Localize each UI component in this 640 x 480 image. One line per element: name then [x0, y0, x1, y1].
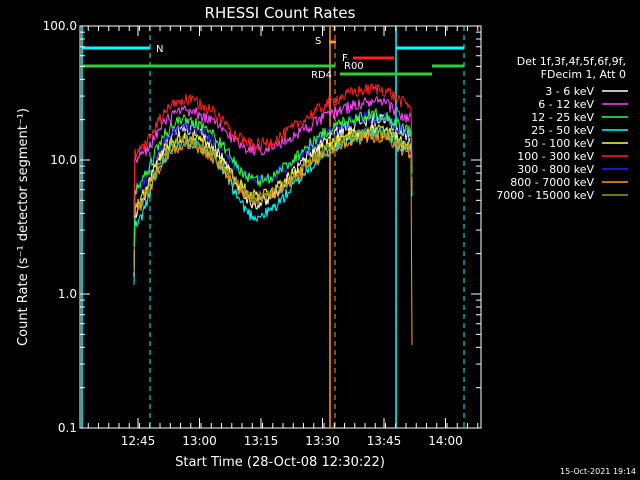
r00-label: R00	[344, 61, 364, 72]
series-line-3	[133, 107, 413, 247]
legend-entry-label: 50 - 100 keV	[524, 137, 594, 150]
legend-entry-label: 800 - 7000 keV	[510, 176, 594, 189]
series-line-1	[133, 113, 413, 277]
legend: Det 1f,3f,4f,5f,6f,9f,FDecim 1, Att 0 3 -…	[496, 55, 628, 202]
saa-label: S	[315, 36, 321, 47]
y-tick-label: 10.0	[50, 153, 77, 167]
y-tick-label: 100.0	[43, 19, 77, 33]
legend-entry-label: 3 - 6 keV	[545, 85, 594, 98]
y-tick-label: 1.0	[58, 287, 77, 301]
series-line-7	[133, 110, 413, 250]
legend-entry-label: 25 - 50 keV	[531, 124, 594, 137]
series-line-9	[133, 126, 413, 273]
legend-entry-label: 7000 - 15000 keV	[496, 189, 594, 202]
y-axis-label: Count Rate (s⁻¹ detector segment⁻¹)	[16, 108, 31, 346]
chart-title: RHESSI Count Rates	[205, 4, 356, 22]
series-line-2	[133, 95, 413, 219]
x-axis-label: Start Time (28-Oct-08 12:30:22)	[175, 455, 385, 470]
x-tick-label: 13:15	[244, 434, 279, 448]
legend-header-line: FDecim 1, Att 0	[541, 68, 626, 81]
legend-entry-label: 12 - 25 keV	[531, 111, 594, 124]
flare-label: F	[342, 53, 348, 64]
legend-entry-label: 6 - 12 keV	[538, 98, 594, 111]
legend-entry-label: 100 - 300 keV	[517, 150, 594, 163]
x-tick-label: 13:30	[305, 434, 340, 448]
rd4-label: RD4	[311, 70, 332, 81]
x-tick-label: 12:45	[121, 434, 156, 448]
night-label: N	[156, 44, 163, 55]
series-line-4	[133, 126, 413, 285]
series-layer	[133, 83, 413, 346]
x-tick-label: 13:00	[182, 434, 217, 448]
legend-entry-label: 300 - 800 keV	[517, 163, 594, 176]
y-tick-label: 0.1	[58, 421, 77, 435]
plot-frame	[79, 25, 482, 429]
y-axis: 0.1 1.0 10.0 100.0	[43, 19, 481, 435]
x-tick-label: 13:45	[367, 434, 402, 448]
series-line-6	[133, 83, 413, 216]
footer-timestamp: 15-Oct-2021 19:14	[560, 467, 636, 476]
x-tick-label: 14:00	[428, 434, 463, 448]
series-line-8	[133, 130, 413, 346]
legend-header-line: Det 1f,3f,4f,5f,6f,9f,	[517, 55, 626, 68]
x-axis: 12:45 13:00 13:15 13:30 13:45 14:00	[87, 26, 479, 448]
